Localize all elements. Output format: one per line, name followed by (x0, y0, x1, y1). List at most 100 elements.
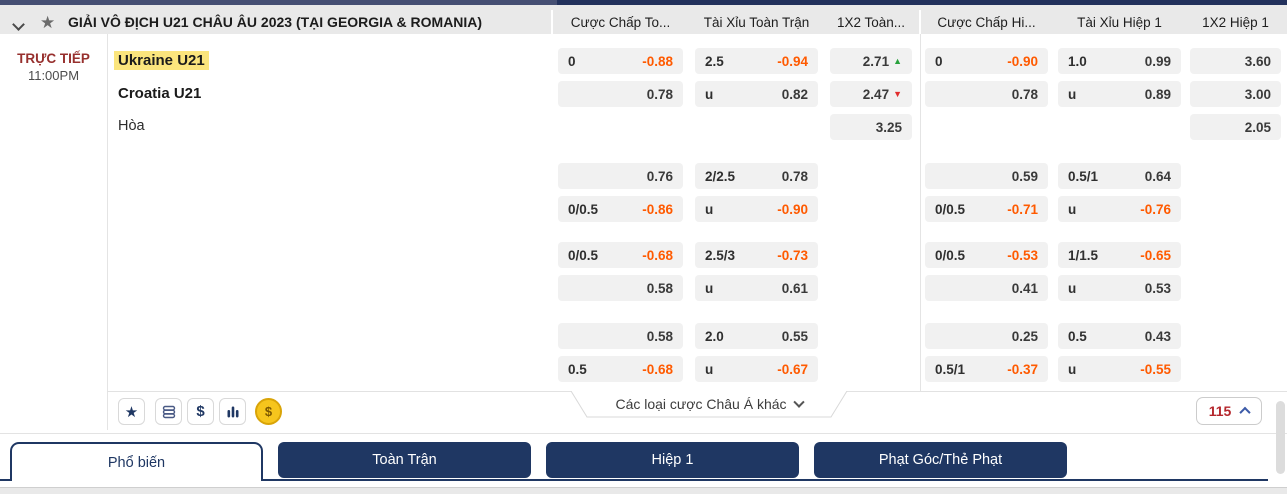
chevron-down-icon (792, 396, 805, 408)
stats-button[interactable] (219, 398, 246, 425)
odds-value: -0.88 (642, 53, 673, 69)
bet-stack-button[interactable] (155, 398, 182, 425)
favorite-button[interactable]: ★ (118, 398, 145, 425)
odds-cell-ou-h1[interactable]: 0.5 0.43 (1058, 323, 1181, 349)
odds-cell-ou-h1[interactable]: u -0.76 (1058, 196, 1181, 222)
odds-cell-ou-ft[interactable]: 2.0 0.55 (695, 323, 818, 349)
odds-value: 0.78 (1011, 86, 1038, 102)
line-value: 2.0 (705, 328, 724, 344)
league-title: GIẢI VÔ ĐỊCH U21 CHÂU ÂU 2023 (TẠI GEORG… (68, 14, 483, 30)
column-header-handicap-ft: Cược Chấp To... (570, 15, 671, 30)
odds-cell-ah-ft[interactable]: 0.76 (558, 163, 683, 189)
away-team-name: Croatia U21 (118, 85, 202, 102)
tab-label: Toàn Trận (372, 452, 437, 468)
odds-cell-x12-ft[interactable]: 2.47 ▼ (830, 81, 912, 107)
odds-cell-ah-h1[interactable]: 0.78 (925, 81, 1048, 107)
odds-cell-x12-ft[interactable]: 2.71 ▲ (830, 48, 912, 74)
line-value: u (1068, 280, 1077, 296)
column-header-overunder-h1: Tài Xỉu Hiệp 1 (1077, 15, 1162, 30)
odds-cell-ah-h1[interactable]: 0/0.5 -0.71 (925, 196, 1048, 222)
odds-cell-x12-h1[interactable]: 3.00 (1190, 81, 1281, 107)
line-value: u (705, 361, 714, 377)
odds-cell-ah-ft[interactable]: 0/0.5 -0.86 (558, 196, 683, 222)
odds-cell-ah-h1[interactable]: 0.59 (925, 163, 1048, 189)
home-team-name: Ukraine U21 (114, 51, 209, 70)
odds-cell-ou-ft[interactable]: 2/2.5 0.78 (695, 163, 818, 189)
tabbar-underline (0, 479, 1268, 481)
odds-value: 0.58 (646, 328, 673, 344)
tab-corners-cards[interactable]: Phạt Góc/Thẻ Phạt (814, 442, 1067, 478)
more-bets-label: Các loại cược Châu Á khác (615, 396, 787, 412)
odds-cell-x12-h1[interactable]: 3.60 (1190, 48, 1281, 74)
line-value: u (1068, 201, 1077, 217)
odds-cell-ou-h1[interactable]: u 0.89 (1058, 81, 1181, 107)
line-value: 2.5/3 (705, 247, 736, 263)
line-value: 0.5 (568, 361, 587, 377)
odds-cell-ou-ft[interactable]: u -0.67 (695, 356, 818, 382)
tab-first-half[interactable]: Hiệp 1 (546, 442, 799, 478)
line-value: u (1068, 361, 1077, 377)
market-count-button[interactable]: 115 (1196, 397, 1262, 425)
odds-value: -0.86 (642, 201, 673, 217)
stack-icon (162, 405, 175, 418)
odds-value: -0.53 (1007, 247, 1038, 263)
odds-cell-ah-h1[interactable]: 0.41 (925, 275, 1048, 301)
odds-value: 0.41 (1011, 280, 1038, 296)
odds-cell-x12-h1[interactable]: 2.05 (1190, 114, 1281, 140)
odds-cell-ou-h1[interactable]: 1.0 0.99 (1058, 48, 1181, 74)
favorite-star-icon[interactable]: ★ (40, 13, 56, 32)
odds-cell-ah-ft[interactable]: 0 -0.88 (558, 48, 683, 74)
line-value: 0 (935, 53, 943, 69)
match-time: 11:00PM (27, 68, 80, 83)
odds-cell-ah-ft[interactable]: 0.58 (558, 275, 683, 301)
odds-value: 0.78 (781, 168, 808, 184)
odds-value: 3.00 (1244, 86, 1271, 102)
odds-value: -0.68 (642, 361, 673, 377)
odds-cell-ou-ft[interactable]: 2.5/3 -0.73 (695, 242, 818, 268)
odds-cell-ou-h1[interactable]: 0.5/1 0.64 (1058, 163, 1181, 189)
odds-value: 0.61 (781, 280, 808, 296)
odds-cell-ou-ft[interactable]: u -0.90 (695, 196, 818, 222)
tab-label: Phổ biến (107, 454, 166, 471)
odds-value: -0.73 (777, 247, 808, 263)
line-value: u (705, 201, 714, 217)
more-asian-bets-dropdown[interactable]: Các loại cược Châu Á khác (570, 396, 848, 412)
scrollbar-thumb[interactable] (1276, 401, 1285, 474)
odds-cell-ah-h1[interactable]: 0.5/1 -0.37 (925, 356, 1048, 382)
coin-dollar-icon[interactable]: $ (255, 398, 282, 425)
line-value: 0.5/1 (1068, 168, 1099, 184)
odds-value: 2.05 (1244, 119, 1271, 135)
tab-popular[interactable]: Phổ biến (10, 442, 263, 481)
odds-value: 0.43 (1144, 328, 1171, 344)
odds-cell-ah-ft[interactable]: 0.58 (558, 323, 683, 349)
odds-cell-ou-h1[interactable]: 1/1.5 -0.65 (1058, 242, 1181, 268)
odds-value: 0.76 (646, 168, 673, 184)
money-button[interactable]: $ (187, 398, 214, 425)
odds-cell-ah-h1[interactable]: 0/0.5 -0.53 (925, 242, 1048, 268)
star-icon: ★ (124, 403, 139, 421)
odds-cell-ah-ft[interactable]: 0.5 -0.68 (558, 356, 683, 382)
odds-cell-ou-ft[interactable]: u 0.61 (695, 275, 818, 301)
column-header-1x2-ft: 1X2 Toàn... (836, 15, 906, 30)
tab-label: Hiệp 1 (651, 452, 694, 468)
odds-cell-ou-ft[interactable]: 2.5 -0.94 (695, 48, 818, 74)
odds-value: 3.60 (1244, 53, 1271, 69)
odds-value: 0.55 (781, 328, 808, 344)
odds-value: -0.37 (1007, 361, 1038, 377)
odds-cell-ou-h1[interactable]: u -0.55 (1058, 356, 1181, 382)
odds-value: 0.58 (646, 280, 673, 296)
odds-value: 3.25 (875, 119, 902, 135)
chevron-up-icon (1239, 406, 1251, 419)
odds-cell-ah-h1[interactable]: 0.25 (925, 323, 1048, 349)
header-divider (919, 10, 921, 39)
odds-cell-ou-ft[interactable]: u 0.82 (695, 81, 818, 107)
line-value: u (1068, 86, 1077, 102)
trend-up-icon: ▲ (893, 55, 902, 66)
chevron-down-icon[interactable] (12, 18, 25, 31)
odds-cell-ah-h1[interactable]: 0 -0.90 (925, 48, 1048, 74)
odds-cell-x12-ft[interactable]: 3.25 (830, 114, 912, 140)
odds-cell-ah-ft[interactable]: 0.78 (558, 81, 683, 107)
tab-full-match[interactable]: Toàn Trận (278, 442, 531, 478)
odds-cell-ou-h1[interactable]: u 0.53 (1058, 275, 1181, 301)
odds-cell-ah-ft[interactable]: 0/0.5 -0.68 (558, 242, 683, 268)
